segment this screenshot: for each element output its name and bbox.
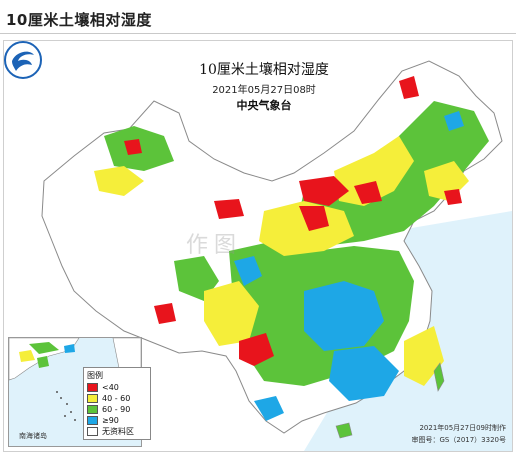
cma-logo-icon (4, 41, 42, 79)
map-title: 10厘米土壤相对湿度 (199, 62, 329, 78)
legend-label: 40 - 60 (102, 394, 131, 403)
legend-swatch-suitable (87, 405, 98, 414)
inset-label: 南海诸岛 (19, 432, 47, 440)
approval-number: 审图号：GS（2017）3320号 (411, 436, 507, 444)
legend-swatch-moderate (87, 394, 98, 403)
legend-label: 无资料区 (102, 427, 134, 436)
moisture-red-patches (124, 76, 462, 366)
issue-time: 2021年05月27日09时制作 (419, 424, 506, 432)
map-datetime: 2021年05月27日08时 (212, 85, 316, 96)
legend-label: <40 (102, 383, 119, 392)
legend-title: 图例 (87, 371, 103, 380)
watermark: 作图 (186, 233, 243, 258)
legend-label: ≥90 (102, 416, 119, 425)
page-header: 10厘米土壤相对湿度 (0, 0, 516, 34)
legend: 图例 <40 40 - 60 60 - 90 ≥90 无资料区 (83, 367, 151, 440)
legend-swatch-dry (87, 383, 98, 392)
legend-item: 无资料区 (87, 426, 147, 437)
legend-label: 60 - 90 (102, 405, 131, 414)
moisture-yellow-patches (94, 136, 469, 386)
legend-swatch-wet (87, 416, 98, 425)
soil-moisture-map: 10厘米土壤相对湿度 2021年05月27日08时 中央气象台 作图 南海诸岛 … (3, 40, 513, 452)
map-agency: 中央气象台 (236, 99, 292, 112)
legend-item: <40 (87, 382, 147, 393)
legend-swatch-no-data (87, 427, 98, 436)
moisture-blue-patches (234, 111, 464, 421)
legend-item: 60 - 90 (87, 404, 147, 415)
legend-item: ≥90 (87, 415, 147, 426)
taiwan-island (433, 362, 445, 392)
legend-item: 40 - 60 (87, 393, 147, 404)
map-canvas (4, 41, 512, 451)
page-heading: 10厘米土壤相对湿度 (6, 11, 152, 29)
hainan-island (335, 422, 353, 439)
header-divider (0, 33, 516, 34)
